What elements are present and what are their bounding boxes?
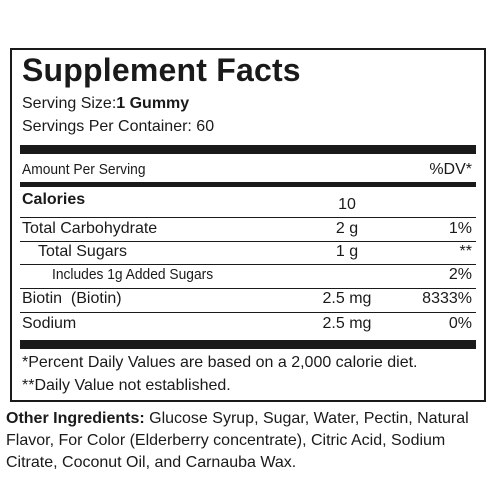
row-biotin-amount: 2.5 mg (322, 290, 372, 307)
row-added-sugars-name: Includes 1g Added Sugars (52, 266, 214, 283)
row-sodium-amount: 2.5 mg (322, 315, 372, 332)
other-ingredients: Other Ingredients: Glucose Syrup, Sugar,… (6, 408, 494, 474)
footnote-dv-not-established: **Daily Value not established. (22, 377, 231, 394)
row-divider (20, 241, 476, 242)
footnote-percent-dv: *Percent Daily Values are based on a 2,0… (22, 354, 418, 371)
row-biotin-dv: 8333% (422, 290, 472, 307)
supplement-facts-panel: Supplement Facts Serving Size:1 Gummy Se… (10, 48, 486, 402)
servings-per-container: Servings Per Container: 60 (22, 118, 215, 135)
serving-size-label: Serving Size: (22, 95, 117, 112)
row-divider (20, 312, 476, 313)
amount-per-serving-header: Amount Per Serving (22, 161, 146, 178)
row-divider (20, 264, 476, 265)
row-total-carbohydrate-dv: 1% (448, 220, 472, 237)
row-calories-name: Calories (22, 191, 86, 208)
serving-size-value: 1 Gummy (116, 95, 190, 112)
dv-header: %DV* (429, 161, 472, 178)
other-ingredients-label: Other Ingredients: (6, 410, 145, 427)
row-sodium-name: Sodium (22, 315, 77, 332)
thick-divider (20, 340, 476, 349)
row-total-sugars-dv: ** (459, 243, 472, 260)
medium-divider (20, 182, 476, 187)
panel-title: Supplement Facts (22, 52, 301, 88)
other-ingredients-text: Glucose Syrup, Sugar, Water, Pectin, Nat… (6, 410, 469, 471)
serving-size: Serving Size:1 Gummy (22, 95, 189, 113)
row-sodium-dv: 0% (448, 315, 472, 332)
row-divider (20, 288, 476, 289)
row-added-sugars-dv: 2% (448, 266, 472, 283)
row-total-sugars-amount: 1 g (335, 243, 359, 260)
row-total-carbohydrate-name: Total Carbohydrate (22, 220, 158, 237)
row-calories-amount: 10 (338, 196, 356, 213)
thick-divider (20, 145, 476, 154)
row-divider (20, 217, 476, 218)
row-total-sugars-name: Total Sugars (38, 243, 127, 260)
row-total-carbohydrate-amount: 2 g (335, 220, 359, 237)
row-biotin-name: Biotin (Biotin) (22, 290, 122, 307)
